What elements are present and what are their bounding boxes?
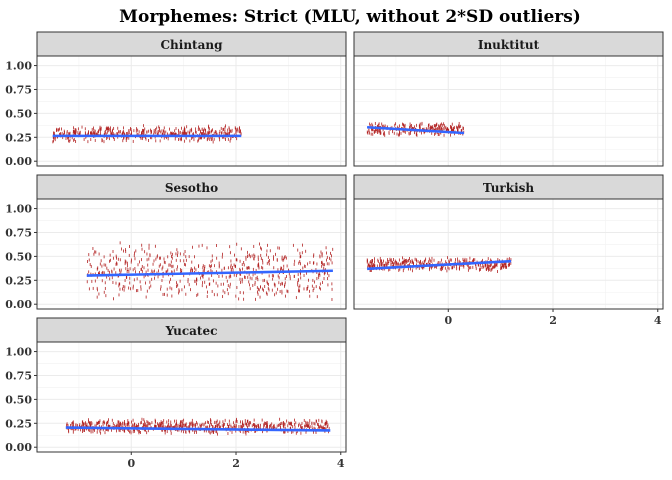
- panel-border: [36, 341, 347, 453]
- fit-line: [367, 125, 465, 135]
- fit-line: [86, 269, 333, 277]
- y-tick-label: 0.00: [5, 155, 32, 168]
- panel-background: [37, 342, 346, 452]
- panels-group: Chintang 0.00 0.25 0.50 0.75 1.00 Inuktitut Ses…: [5, 31, 664, 470]
- panel-background: [354, 199, 663, 309]
- strip-background: [353, 174, 664, 200]
- y-tick-label: 1.00: [5, 60, 32, 73]
- fit-line: [367, 259, 512, 271]
- y-tick-label: 0.75: [5, 226, 32, 239]
- strip-background: [36, 174, 347, 200]
- y-tick-label: 0.75: [5, 369, 32, 382]
- y-tick-label: 0.75: [5, 83, 32, 96]
- strip-label: Chintang: [161, 38, 224, 52]
- fit-line: [65, 426, 331, 432]
- x-tick-label: 0: [127, 457, 135, 470]
- y-tick-label: 0.00: [5, 298, 32, 311]
- strip-label: Yucatec: [165, 324, 218, 338]
- x-tick-label: 4: [654, 314, 662, 327]
- strip-background: [36, 317, 347, 343]
- y-tick-label: 0.00: [5, 441, 32, 454]
- y-tick-label: 0.50: [5, 250, 32, 263]
- x-tick-label: 2: [549, 314, 557, 327]
- panel-border: [353, 198, 664, 310]
- strip-label: Sesotho: [165, 181, 218, 195]
- strip-label: Turkish: [483, 181, 535, 195]
- y-tick-label: 0.50: [5, 393, 32, 406]
- panel-yucatec: Yucatec 0.00 0.25 0.50 0.75 1.00 0 2 4: [5, 317, 347, 470]
- y-tick-label: 0.25: [5, 274, 32, 287]
- strip-background: [36, 31, 347, 57]
- chart-title: Morphemes: Strict (MLU, without 2*SD out…: [119, 7, 581, 27]
- panel-sesotho: Sesotho 0.00 0.25 0.50 0.75 1.00: [5, 174, 347, 311]
- x-tick-label: 0: [444, 314, 452, 327]
- y-tick-label: 1.00: [5, 346, 32, 359]
- panel-border: [353, 55, 664, 167]
- panel-border: [36, 55, 347, 167]
- x-tick-label: 4: [337, 457, 345, 470]
- strip-background: [353, 31, 664, 57]
- panel-border: [36, 198, 347, 310]
- panel-background: [37, 56, 346, 166]
- x-tick-label: 2: [232, 457, 240, 470]
- y-tick-label: 0.50: [5, 107, 32, 120]
- panel-background: [354, 56, 663, 166]
- y-tick-label: 0.25: [5, 417, 32, 430]
- strip-label: Inuktitut: [478, 38, 540, 52]
- panel-chintang: Chintang 0.00 0.25 0.50 0.75 1.00: [5, 31, 347, 168]
- y-tick-label: 0.25: [5, 131, 32, 144]
- panel-turkish: Turkish 0 2 4: [353, 174, 664, 327]
- y-tick-label: 1.00: [5, 203, 32, 216]
- panel-inuktitut: Inuktitut: [353, 31, 664, 167]
